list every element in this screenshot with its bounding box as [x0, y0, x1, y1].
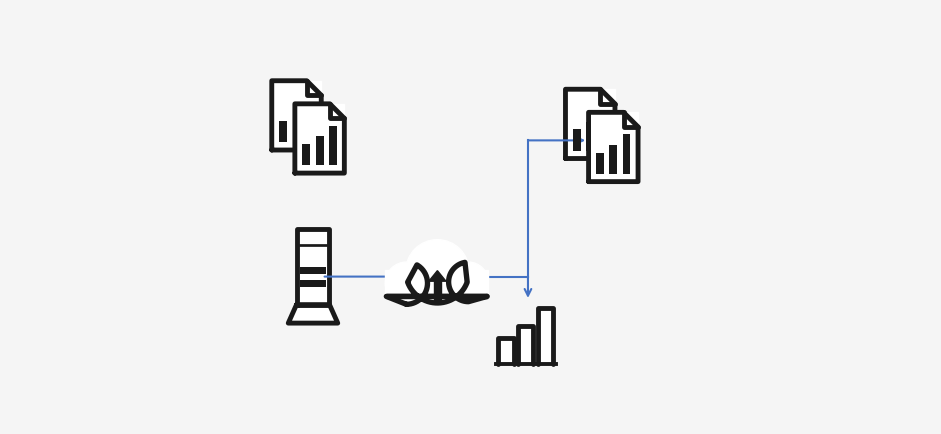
Bar: [623, 134, 630, 174]
Polygon shape: [387, 263, 487, 304]
Bar: [328, 125, 337, 165]
Bar: [306, 102, 313, 142]
Polygon shape: [588, 112, 638, 181]
Bar: [293, 113, 300, 142]
Polygon shape: [518, 326, 534, 364]
Circle shape: [449, 262, 488, 302]
Polygon shape: [288, 305, 338, 323]
Bar: [315, 136, 324, 165]
Polygon shape: [538, 308, 553, 364]
Bar: [302, 144, 311, 165]
Circle shape: [385, 262, 427, 304]
Bar: [573, 129, 581, 151]
Bar: [597, 153, 604, 174]
Polygon shape: [296, 229, 329, 305]
Bar: [385, 270, 488, 296]
Polygon shape: [499, 338, 514, 364]
Bar: [300, 267, 326, 274]
Bar: [610, 145, 617, 174]
Bar: [586, 122, 594, 151]
Bar: [300, 280, 326, 287]
Polygon shape: [295, 104, 344, 173]
Bar: [279, 121, 287, 142]
Circle shape: [406, 240, 469, 303]
Bar: [599, 111, 607, 151]
Polygon shape: [434, 281, 440, 300]
Polygon shape: [566, 89, 615, 158]
Polygon shape: [429, 271, 446, 281]
Polygon shape: [272, 81, 321, 150]
